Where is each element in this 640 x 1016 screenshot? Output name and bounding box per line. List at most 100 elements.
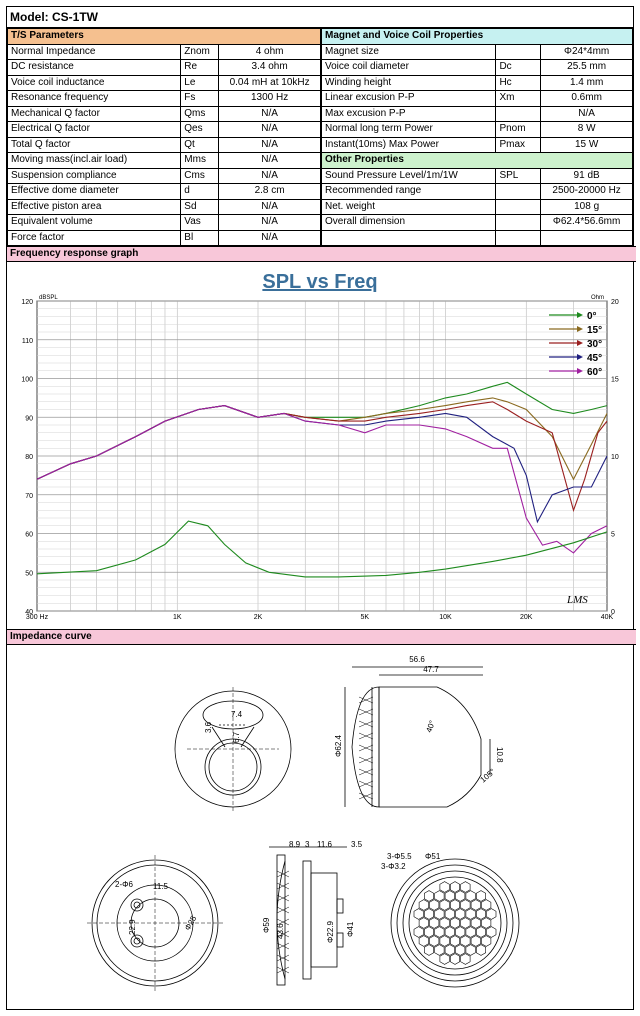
- grille-hole: [481, 935, 492, 947]
- spec-name: Suspension compliance: [6, 167, 182, 184]
- grille-mesh-line: [358, 744, 374, 752]
- legend-label: 0°: [587, 311, 597, 322]
- side-view-drawing: [344, 666, 491, 808]
- grille-hole: [434, 926, 445, 938]
- spec-name: Normal Impedance: [6, 43, 182, 60]
- x-tick-label: 10K: [439, 614, 452, 621]
- grille-hole: [486, 908, 497, 920]
- spec-row: Mechanical Q factor Qms N/A: [6, 105, 321, 122]
- impedance-section-header: Impedance curve: [7, 629, 636, 645]
- grille-hole: [465, 926, 476, 938]
- grille-hole: [439, 935, 450, 947]
- spec-symbol: Sd: [180, 198, 220, 215]
- grille-hole: [455, 944, 466, 956]
- legend-arrow: [577, 340, 583, 346]
- front-dim-2: 3.6: [204, 721, 213, 733]
- spec-value: 0.04 mH at 10kHz: [218, 74, 321, 91]
- spec-value: N/A: [218, 121, 321, 138]
- spec-symbol: Dc: [495, 59, 542, 76]
- spec-row: Sound Pressure Level/1m/1W SPL 91 dB: [320, 167, 633, 184]
- spec-row: Resonance frequency Fs 1300 Hz: [6, 90, 321, 107]
- spec-name: Max excusion P-P: [320, 105, 497, 122]
- grille-hole: [460, 899, 471, 911]
- grille-mesh-line: [276, 882, 290, 890]
- spec-row: Instant(10ms) Max Power Pmax 15 W: [320, 136, 633, 153]
- legend-arrow: [577, 368, 583, 374]
- section-dim-d: 3.5: [351, 840, 363, 849]
- grille-hole: [455, 890, 466, 902]
- grille-hole: [481, 917, 492, 929]
- spec-name: Moving mass(incl.air load): [6, 152, 182, 169]
- legend-label: 30°: [587, 339, 602, 350]
- grille-mesh-line: [276, 918, 290, 926]
- spec-symbol: [495, 43, 542, 60]
- y-tick-label: 60: [25, 532, 33, 539]
- grille-hole: [465, 890, 476, 902]
- grille-hole: [455, 926, 466, 938]
- x-tick-label: 20K: [520, 614, 533, 621]
- grille-hole: [449, 881, 461, 893]
- legend-arrow: [577, 312, 583, 318]
- section-dim-dia4: Φ41: [346, 921, 355, 937]
- grille-hole: [429, 899, 440, 911]
- grille-mesh-line: [276, 942, 290, 950]
- spec-row: Recommended range 2500-20000 Hz: [320, 183, 633, 200]
- spec-symbol: Cms: [180, 167, 220, 184]
- grille-hole: [475, 926, 487, 938]
- spec-name: Electrical Q factor: [6, 121, 182, 138]
- y2-tick-label: 5: [611, 532, 615, 539]
- x-tick-label: 1K: [173, 614, 182, 621]
- chart-canvas: 300 Hz 1K 2K 5K 10K 20K 40K4050607080901001101…: [21, 295, 619, 621]
- grille-mesh-line: [358, 720, 374, 728]
- spec-symbol: Znom: [180, 43, 220, 60]
- grille-hole: [481, 899, 492, 911]
- grille-hole: [470, 899, 481, 911]
- y2-tick-label: 20: [611, 299, 619, 306]
- grille-hole: [423, 944, 435, 956]
- spec-symbol: Mms: [180, 152, 220, 169]
- spec-value: 2.8 cm: [218, 183, 321, 200]
- chart-watermark: LMS: [566, 594, 588, 606]
- spec-name: Effective piston area: [6, 198, 182, 215]
- spec-symbol: Qt: [180, 136, 220, 153]
- grille-hole: [429, 917, 440, 929]
- section-dim-c: 11.6: [317, 840, 333, 849]
- grille-hole: [418, 899, 429, 911]
- spec-row: Normal Impedance Znom 4 ohm: [6, 43, 321, 60]
- section-dim-b: 3: [305, 840, 310, 849]
- spec-symbol: [495, 183, 542, 200]
- other-header: Other Properties: [321, 152, 633, 169]
- spec-symbol: Re: [180, 59, 220, 76]
- grille-hole: [449, 953, 461, 965]
- datasheet: Model: CS-1TW T/S Parameters Normal Impe…: [6, 6, 636, 1010]
- grille-hole: [455, 908, 466, 920]
- spec-value: 8 W: [540, 121, 633, 138]
- spec-row: Max excusion P-P N/A: [320, 105, 633, 122]
- y-tick-label: 110: [22, 338, 33, 345]
- front-dim-3: 6.7: [232, 731, 241, 743]
- section-grille-pattern: [276, 870, 290, 974]
- legend-label: 15°: [587, 325, 602, 336]
- grille-hole: [439, 881, 450, 893]
- spec-name: Mechanical Q factor: [6, 105, 182, 122]
- spec-name: Net. weight: [320, 198, 497, 215]
- series-line: [36, 405, 608, 554]
- spec-value: N/A: [218, 214, 321, 231]
- spec-symbol: [495, 105, 542, 122]
- grille-mesh-line: [276, 870, 290, 878]
- spec-row: Effective piston area Sd N/A: [6, 198, 321, 215]
- grille-hole: [449, 917, 461, 929]
- x-tick-label: 2K: [254, 614, 263, 621]
- side-dim-angle: 40°: [424, 719, 437, 733]
- spec-row-empty: [320, 229, 633, 246]
- spec-row: Electrical Q factor Qes N/A: [6, 121, 321, 138]
- spec-symbol: Le: [180, 74, 220, 91]
- grille-hole: [429, 935, 440, 947]
- legend-label: 45°: [587, 353, 602, 364]
- grille-mesh-line: [358, 792, 374, 800]
- series-line: [36, 520, 608, 578]
- spec-name: Sound Pressure Level/1m/1W: [320, 167, 497, 184]
- grille-hole: [465, 944, 476, 956]
- grille-mesh-line: [358, 696, 374, 704]
- spec-row: Effective dome diameter d 2.8 cm: [6, 183, 321, 200]
